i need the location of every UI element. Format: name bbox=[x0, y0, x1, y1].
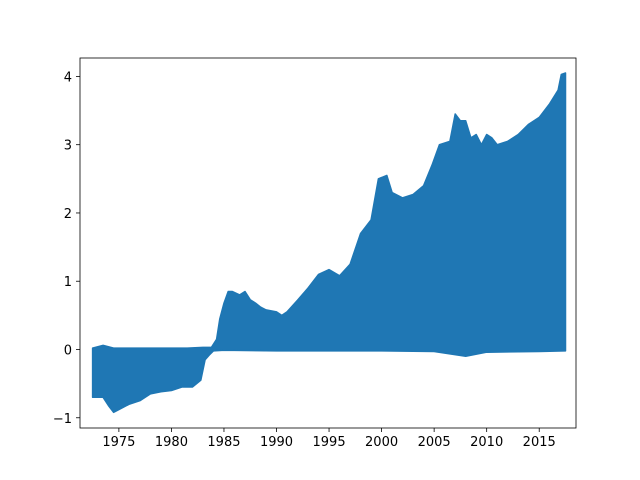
x-tick-label: 1975 bbox=[102, 435, 135, 450]
y-tick-label: 1 bbox=[64, 275, 72, 290]
x-tick-label: 2015 bbox=[523, 435, 556, 450]
y-tick-label: −1 bbox=[53, 412, 72, 427]
x-tick-label: 2005 bbox=[418, 435, 451, 450]
x-tick-label: 2000 bbox=[365, 435, 398, 450]
x-tick-label: 2010 bbox=[470, 435, 503, 450]
axis-ticks: 1975 1980 1985 1990 1995 2000 2005 2010 2015 −1 0 1… bbox=[53, 70, 556, 450]
axes-frame bbox=[79, 57, 577, 429]
x-tick-label: 1995 bbox=[313, 435, 346, 450]
x-tick-label: 1985 bbox=[207, 435, 240, 450]
x-tick-label: 1990 bbox=[260, 435, 293, 450]
y-tick-label: 4 bbox=[64, 70, 72, 85]
y-tick-label: 2 bbox=[64, 207, 72, 222]
y-tick-label: 3 bbox=[64, 139, 72, 154]
y-tick-label: 0 bbox=[64, 343, 72, 358]
plot-area bbox=[91, 72, 567, 414]
series-area-0 bbox=[91, 72, 567, 414]
x-tick-label: 1980 bbox=[155, 435, 188, 450]
